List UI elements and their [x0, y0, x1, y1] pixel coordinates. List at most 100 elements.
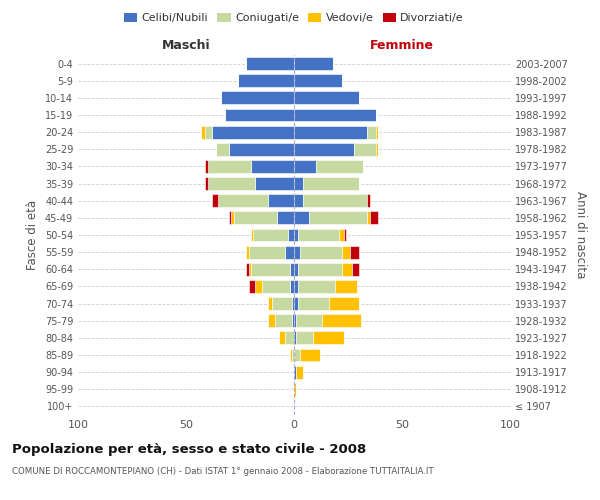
Bar [302, 194, 367, 207]
Bar [341, 263, 352, 276]
Bar [294, 280, 298, 293]
Bar [294, 108, 376, 122]
Bar [292, 297, 294, 310]
Bar [370, 212, 378, 224]
Bar [316, 160, 363, 173]
Bar [294, 383, 296, 396]
Bar [268, 194, 294, 207]
Bar [329, 297, 359, 310]
Bar [216, 143, 229, 156]
Bar [248, 280, 255, 293]
Bar [251, 160, 294, 173]
Bar [205, 177, 208, 190]
Bar [344, 228, 346, 241]
Bar [275, 314, 292, 327]
Y-axis label: Anni di nascita: Anni di nascita [574, 192, 587, 278]
Bar [367, 212, 370, 224]
Bar [247, 246, 248, 258]
Bar [208, 177, 255, 190]
Bar [294, 246, 301, 258]
Bar [212, 194, 218, 207]
Bar [238, 74, 294, 87]
Bar [232, 212, 233, 224]
Bar [286, 332, 294, 344]
Bar [255, 280, 262, 293]
Text: Maschi: Maschi [161, 38, 211, 52]
Bar [253, 228, 287, 241]
Bar [255, 177, 294, 190]
Bar [296, 366, 302, 378]
Bar [290, 263, 294, 276]
Bar [296, 314, 322, 327]
Bar [229, 143, 294, 156]
Bar [286, 246, 294, 258]
Bar [294, 57, 333, 70]
Bar [322, 314, 361, 327]
Bar [294, 314, 296, 327]
Bar [248, 246, 286, 258]
Bar [296, 332, 313, 344]
Bar [313, 332, 344, 344]
Bar [294, 366, 296, 378]
Bar [212, 126, 294, 138]
Bar [335, 280, 356, 293]
Bar [268, 297, 272, 310]
Bar [218, 194, 268, 207]
Text: COMUNE DI ROCCAMONTEPIANO (CH) - Dati ISTAT 1° gennaio 2008 - Elaborazione TUTTA: COMUNE DI ROCCAMONTEPIANO (CH) - Dati IS… [12, 468, 434, 476]
Bar [290, 348, 292, 362]
Bar [268, 314, 275, 327]
Bar [340, 228, 344, 241]
Bar [290, 280, 294, 293]
Bar [205, 126, 212, 138]
Bar [205, 160, 208, 173]
Bar [262, 280, 290, 293]
Bar [247, 263, 248, 276]
Text: Femmine: Femmine [370, 38, 434, 52]
Bar [294, 126, 367, 138]
Bar [294, 297, 298, 310]
Bar [221, 92, 294, 104]
Bar [355, 143, 376, 156]
Bar [251, 263, 290, 276]
Bar [248, 263, 251, 276]
Bar [272, 297, 292, 310]
Bar [251, 228, 253, 241]
Bar [367, 194, 370, 207]
Bar [229, 212, 232, 224]
Bar [294, 194, 302, 207]
Bar [294, 74, 341, 87]
Bar [294, 212, 309, 224]
Bar [294, 228, 298, 241]
Bar [294, 263, 298, 276]
Bar [292, 348, 294, 362]
Bar [292, 314, 294, 327]
Bar [277, 212, 294, 224]
Bar [294, 332, 296, 344]
Y-axis label: Fasce di età: Fasce di età [26, 200, 39, 270]
Bar [294, 92, 359, 104]
Bar [341, 246, 350, 258]
Bar [294, 160, 316, 173]
Bar [294, 177, 302, 190]
Bar [350, 246, 359, 258]
Bar [287, 228, 294, 241]
Bar [301, 246, 341, 258]
Bar [294, 348, 301, 362]
Bar [298, 263, 341, 276]
Bar [298, 297, 329, 310]
Bar [302, 177, 359, 190]
Bar [367, 126, 376, 138]
Bar [376, 143, 378, 156]
Bar [279, 332, 286, 344]
Bar [298, 280, 335, 293]
Bar [376, 126, 378, 138]
Bar [298, 228, 340, 241]
Text: Popolazione per età, sesso e stato civile - 2008: Popolazione per età, sesso e stato civil… [12, 442, 366, 456]
Bar [233, 212, 277, 224]
Bar [208, 160, 251, 173]
Bar [225, 108, 294, 122]
Bar [247, 57, 294, 70]
Legend: Celibi/Nubili, Coniugati/e, Vedovi/e, Divorziati/e: Celibi/Nubili, Coniugati/e, Vedovi/e, Di… [119, 8, 469, 28]
Bar [294, 143, 355, 156]
Bar [309, 212, 367, 224]
